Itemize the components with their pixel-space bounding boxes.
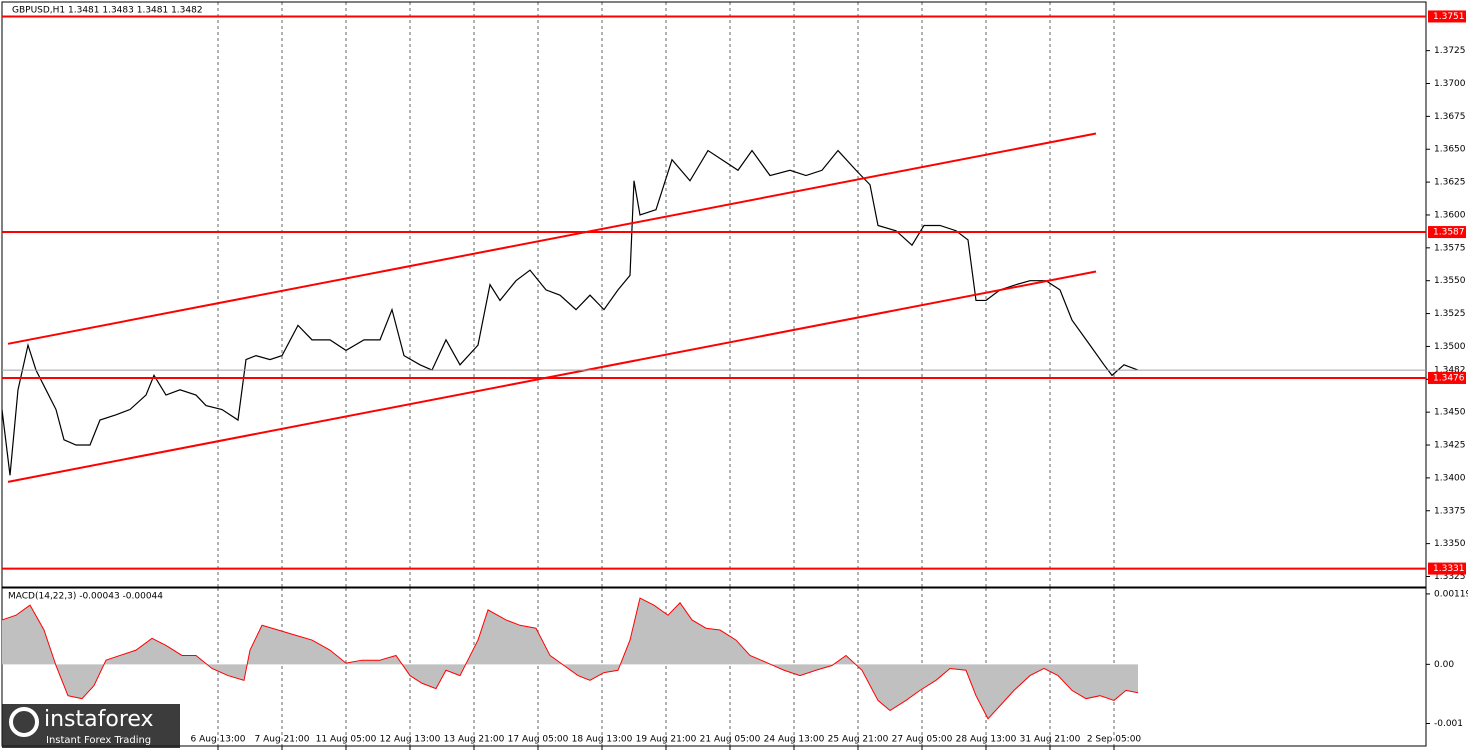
y-tick-label: 1.3450 xyxy=(1434,408,1466,418)
x-tick-label: 25 Aug 21:00 xyxy=(828,735,889,745)
level-box xyxy=(1428,10,1466,23)
x-tick-label: 18 Aug 13:00 xyxy=(572,735,633,745)
level-box xyxy=(1428,226,1466,239)
macd-area xyxy=(2,598,1138,719)
channel-line xyxy=(7,132,1097,345)
x-tick-label: 19 Aug 21:00 xyxy=(636,735,697,745)
x-tick-label: 7 Aug 21:00 xyxy=(255,735,310,745)
y-tick-label: 1.3725 xyxy=(1434,46,1466,56)
x-tick-label: 17 Aug 05:00 xyxy=(508,735,569,745)
price-line xyxy=(1,149,1139,476)
y-tick-label: 0.00119 xyxy=(1434,589,1468,599)
y-tick-label: 1.3600 xyxy=(1434,210,1466,220)
y-tick-label: 1.3525 xyxy=(1434,309,1466,319)
y-tick-label: 1.3400 xyxy=(1434,473,1466,483)
macd-title: MACD(14,22,3) -0.00043 -0.00044 xyxy=(8,592,163,602)
y-tick-label: 1.3675 xyxy=(1434,112,1466,122)
y-tick-label: 1.3500 xyxy=(1434,342,1466,352)
x-tick-label: 12 Aug 13:00 xyxy=(380,735,441,745)
x-tick-label: 31 Aug 21:00 xyxy=(1020,735,1081,745)
y-tick-label: 1.3650 xyxy=(1434,145,1466,155)
watermark-icon xyxy=(9,707,39,737)
x-tick-label: 11 Aug 05:00 xyxy=(316,735,377,745)
y-tick-label: 1.3550 xyxy=(1434,276,1466,286)
last-price-label: 1.3482 xyxy=(1434,366,1466,376)
plot-layer xyxy=(1,2,1430,750)
level-box xyxy=(1428,562,1466,575)
watermark: instaforex Instant Forex Trading xyxy=(2,704,180,748)
level-label: 1.3751 xyxy=(1433,12,1465,22)
x-tick-label: 21 Aug 05:00 xyxy=(700,735,761,745)
x-tick-label: 13 Aug 21:00 xyxy=(444,735,505,745)
watermark-tagline: Instant Forex Trading xyxy=(46,735,151,746)
x-tick-label: 24 Aug 13:00 xyxy=(764,735,825,745)
level-box xyxy=(1428,371,1466,384)
macd-line xyxy=(1,597,1139,720)
y-tick-label: 1.3425 xyxy=(1434,441,1466,451)
channel-line xyxy=(7,270,1097,483)
y-tick-label: 1.3575 xyxy=(1434,243,1466,253)
y-tick-label: 1.3350 xyxy=(1434,539,1466,549)
chart-title: GBPUSD,H1 1.3481 1.3483 1.3481 1.3482 xyxy=(12,6,203,16)
x-tick-label: 27 Aug 05:00 xyxy=(892,735,953,745)
y-tick-label: -0.001 xyxy=(1434,719,1463,729)
y-tick-label: 1.3625 xyxy=(1434,178,1466,188)
y-tick-label: 1.3375 xyxy=(1434,506,1466,516)
x-tick-label: 6 Aug 13:00 xyxy=(191,735,246,745)
y-tick-label: 1.3700 xyxy=(1434,79,1466,89)
macd-frame xyxy=(1,587,1427,747)
level-label: 1.3587 xyxy=(1433,228,1465,238)
level-label: 1.3331 xyxy=(1433,564,1465,574)
y-tick-label: 1.3325 xyxy=(1434,572,1466,582)
y-tick-label: 0.00 xyxy=(1434,660,1454,670)
price-frame xyxy=(1,1,1427,588)
watermark-brand: instaforex xyxy=(44,707,154,732)
level-label: 1.3476 xyxy=(1433,373,1465,383)
x-tick-label: 2 Sep 05:00 xyxy=(1087,735,1142,745)
x-tick-label: 28 Aug 13:00 xyxy=(956,735,1017,745)
